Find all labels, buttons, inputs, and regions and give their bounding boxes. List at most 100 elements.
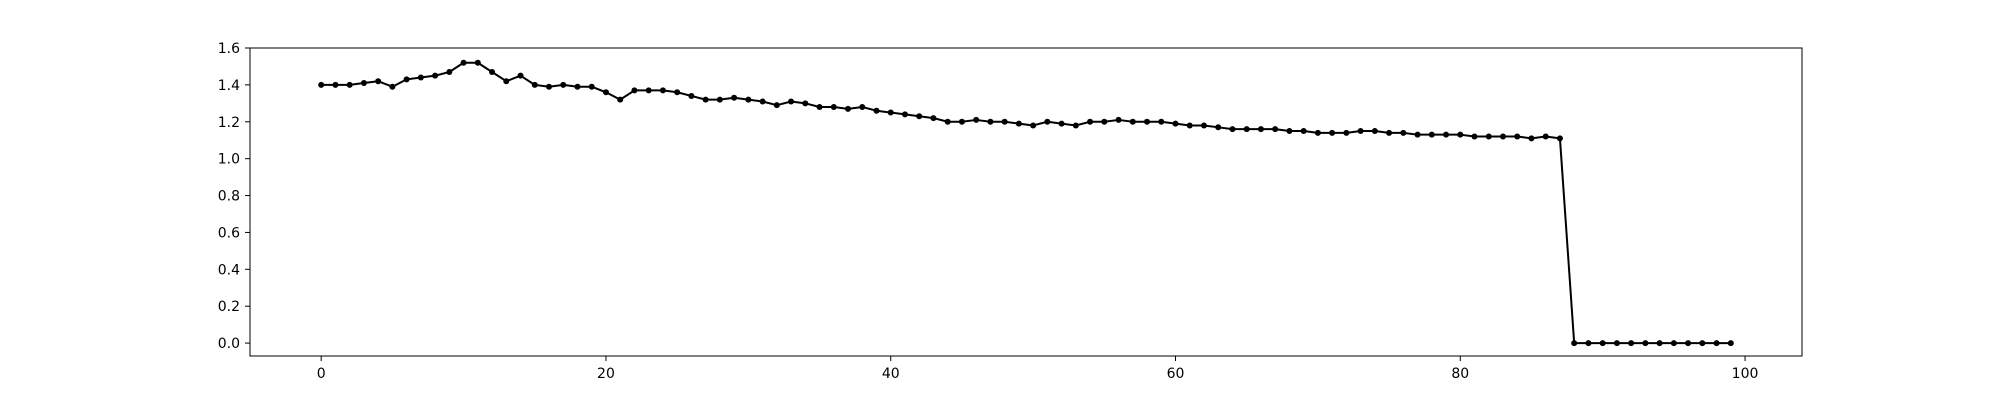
- data-point: [1727, 340, 1734, 347]
- data-point: [958, 118, 965, 125]
- data-point: [574, 83, 581, 90]
- data-point: [1215, 124, 1222, 131]
- x-tick-label: 0: [317, 366, 326, 382]
- data-point: [1030, 122, 1037, 129]
- data-point: [1556, 135, 1563, 142]
- data-point: [446, 68, 453, 75]
- data-point: [1101, 118, 1108, 125]
- y-tick-label: 0.2: [218, 299, 240, 315]
- data-point: [1685, 340, 1692, 347]
- data-point: [773, 102, 780, 109]
- data-point: [1599, 340, 1606, 347]
- data-point: [1015, 120, 1022, 127]
- data-point: [873, 107, 880, 114]
- data-point: [830, 104, 837, 111]
- data-point: [1087, 118, 1094, 125]
- data-point: [1428, 131, 1435, 138]
- data-point: [489, 68, 496, 75]
- data-point: [1172, 120, 1179, 127]
- data-point: [631, 87, 638, 94]
- plot-frame: [249, 47, 1803, 357]
- data-point: [1613, 340, 1620, 347]
- data-point: [1656, 340, 1663, 347]
- data-point: [1243, 126, 1250, 133]
- data-point: [916, 113, 923, 120]
- data-point: [403, 76, 410, 83]
- y-tick-label: 1.2: [218, 115, 240, 131]
- x-tick-label: 60: [1167, 366, 1185, 382]
- data-point: [332, 81, 339, 88]
- data-point: [887, 109, 894, 116]
- data-point: [517, 72, 524, 79]
- data-point: [503, 78, 510, 85]
- y-tick-label: 1.0: [218, 152, 240, 168]
- data-point: [1129, 118, 1136, 125]
- data-point: [1229, 126, 1236, 133]
- data-point: [930, 115, 937, 122]
- data-point: [973, 116, 980, 123]
- data-point: [1329, 129, 1336, 136]
- data-point: [531, 81, 538, 88]
- data-point: [1072, 122, 1079, 129]
- data-point: [546, 83, 553, 90]
- data-point: [588, 83, 595, 90]
- data-point: [788, 98, 795, 105]
- x-tick-label: 20: [597, 366, 615, 382]
- data-point: [987, 118, 994, 125]
- data-point: [1257, 126, 1264, 133]
- data-point: [460, 59, 467, 66]
- data-point: [1001, 118, 1008, 125]
- data-point: [1115, 116, 1122, 123]
- data-point: [432, 72, 439, 79]
- data-point: [1144, 118, 1151, 125]
- data-point: [1272, 126, 1279, 133]
- data-point: [1699, 340, 1706, 347]
- data-point: [1443, 131, 1450, 138]
- data-point: [674, 89, 681, 96]
- data-point: [360, 80, 367, 87]
- data-point: [1457, 131, 1464, 138]
- data-point: [816, 104, 823, 111]
- y-axis: 0.0 0.2 0.4 0.6 0.8 1.0 1.2 1.4 1.6: [218, 41, 250, 352]
- data-point: [1186, 122, 1193, 129]
- data-point: [318, 81, 325, 88]
- data-point: [845, 105, 852, 112]
- data-point: [602, 89, 609, 96]
- data-point: [1044, 118, 1051, 125]
- data-point: [389, 83, 396, 90]
- data-point: [1485, 133, 1492, 140]
- data-point: [1571, 340, 1578, 347]
- data-point: [688, 92, 695, 99]
- data-point: [1628, 340, 1635, 347]
- data-point: [1499, 133, 1506, 140]
- x-axis: 0 20 40 60 80 100: [317, 356, 1759, 382]
- series-line: [321, 61, 1731, 345]
- data-point: [1300, 127, 1307, 134]
- data-point: [659, 87, 666, 94]
- data-point: [1314, 129, 1321, 136]
- data-point: [716, 96, 723, 103]
- data-point: [1713, 340, 1720, 347]
- data-point: [645, 87, 652, 94]
- data-point: [1471, 133, 1478, 140]
- data-point: [1357, 127, 1364, 134]
- data-point: [346, 81, 353, 88]
- x-tick-label: 100: [1732, 366, 1759, 382]
- data-point: [1670, 340, 1677, 347]
- y-tick-label: 0.0: [218, 336, 240, 352]
- data-point: [417, 74, 424, 81]
- data-point: [1200, 122, 1207, 129]
- data-point: [1585, 340, 1592, 347]
- y-tick-label: 0.4: [218, 262, 240, 278]
- data-point: [1642, 340, 1649, 347]
- x-tick-label: 80: [1451, 366, 1469, 382]
- data-point: [1371, 127, 1378, 134]
- data-point: [759, 98, 766, 105]
- x-tick-label: 40: [882, 366, 900, 382]
- y-tick-label: 1.4: [218, 78, 240, 94]
- series-layer: [318, 59, 1734, 347]
- data-point: [1542, 133, 1549, 140]
- data-point: [1158, 118, 1165, 125]
- data-point: [560, 81, 567, 88]
